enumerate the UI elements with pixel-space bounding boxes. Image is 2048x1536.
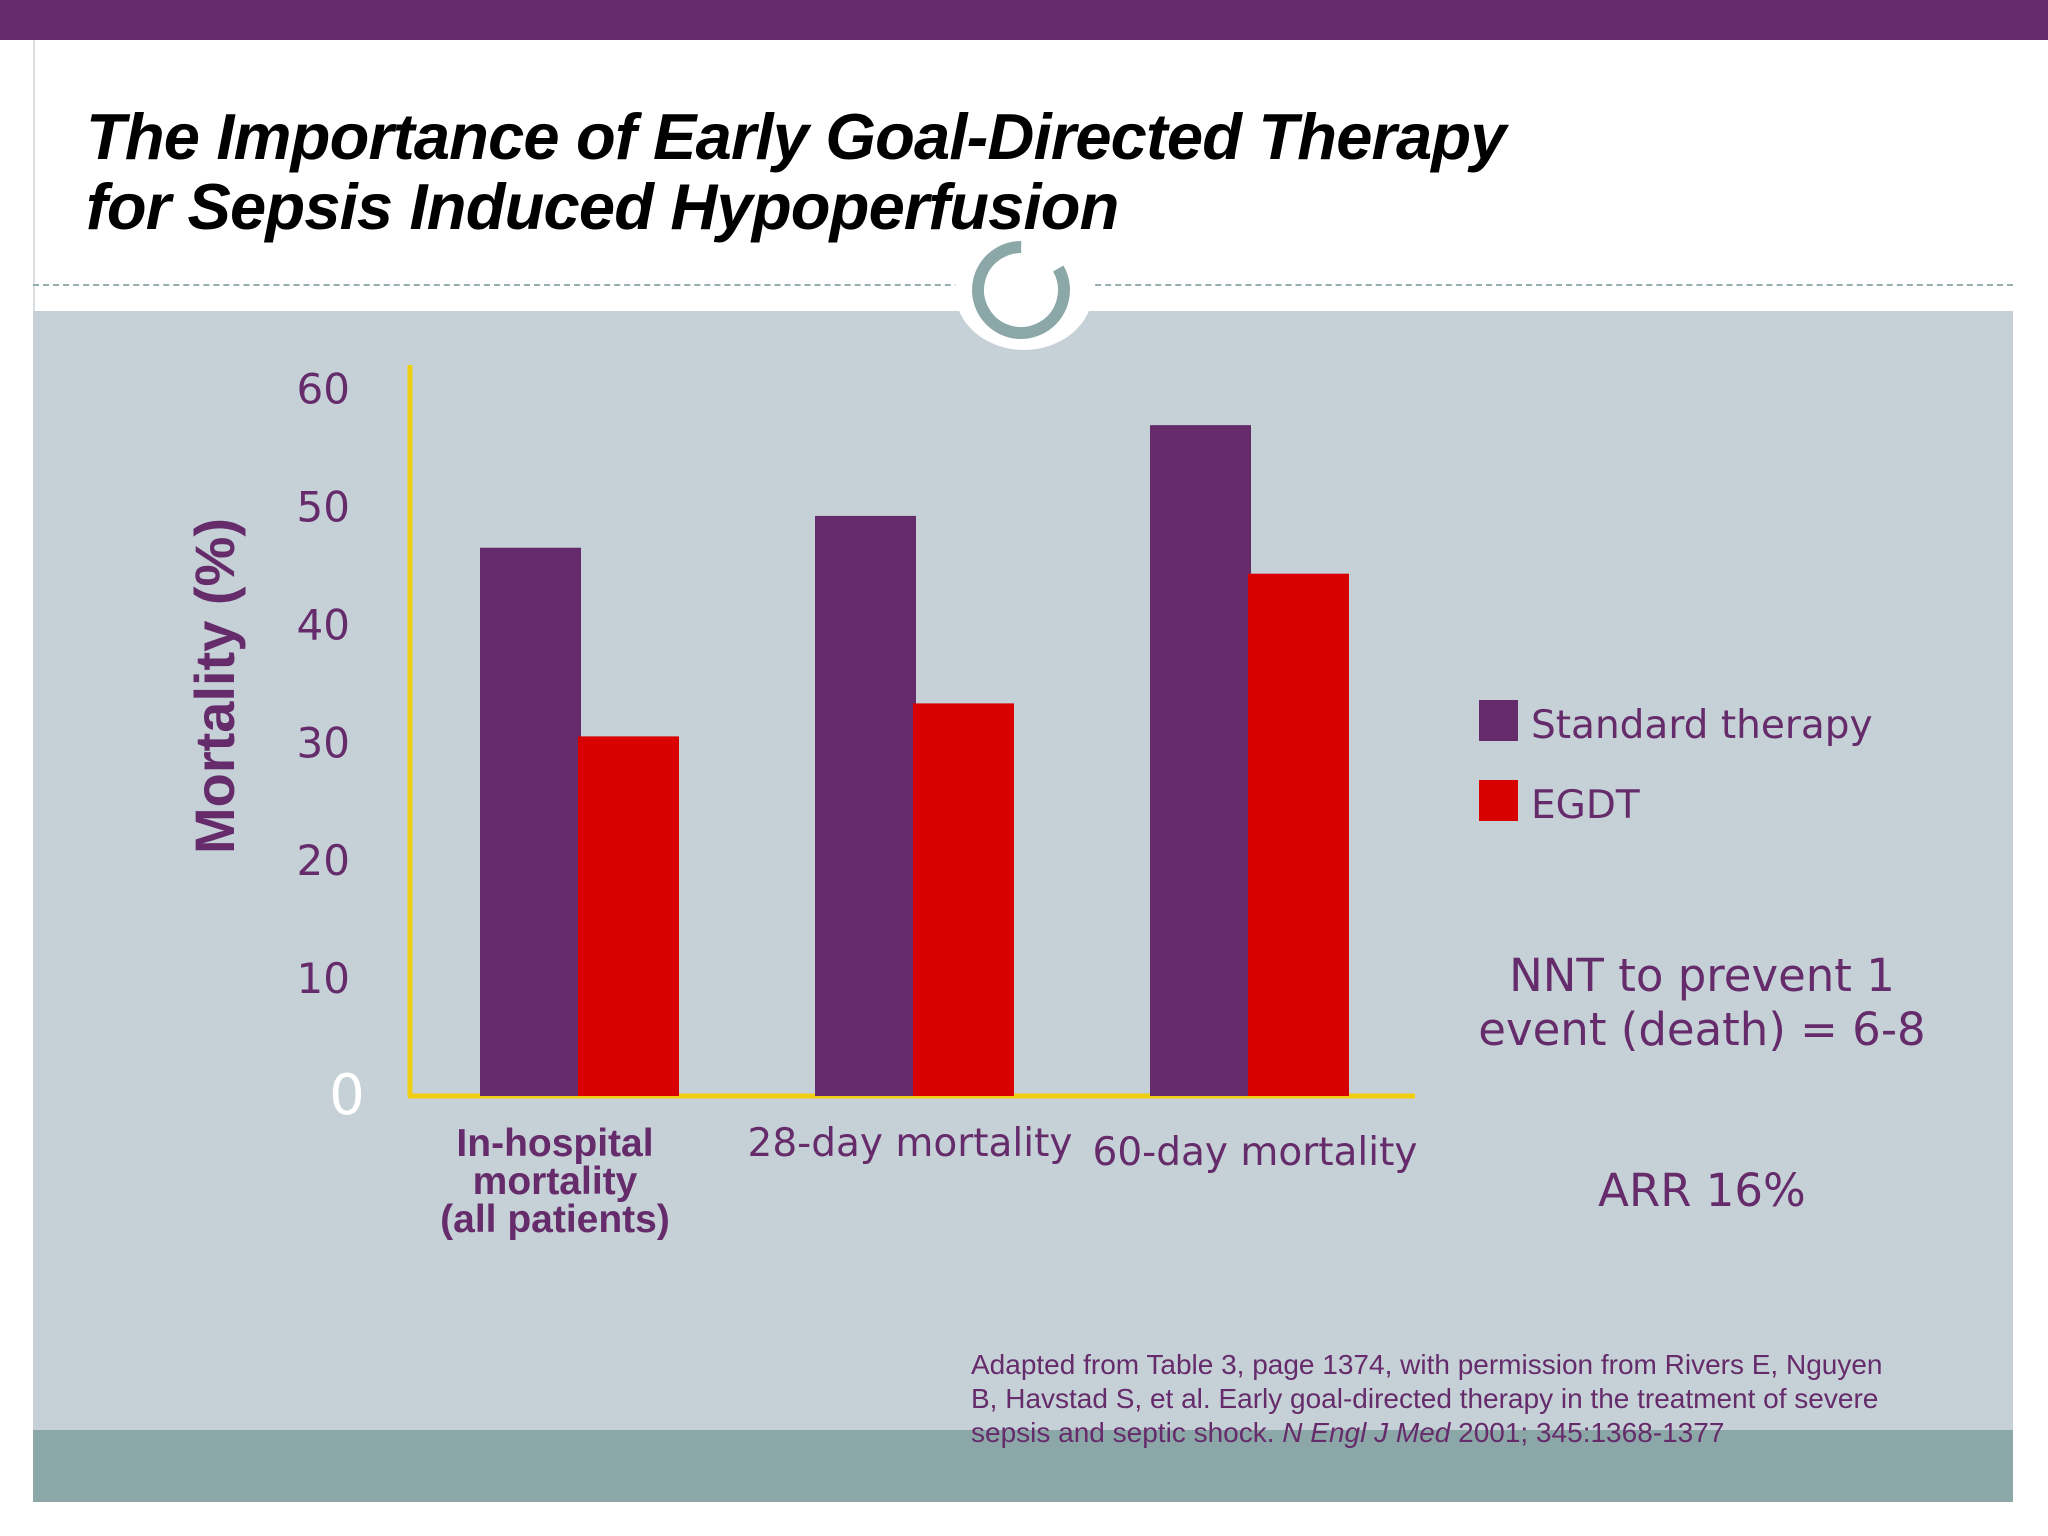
y-tick-label: 50: [297, 482, 350, 531]
citation-line-3: sepsis and septic shock. N Engl J Med 20…: [971, 1416, 1931, 1450]
citation-line-3-prefix: sepsis and septic shock.: [971, 1417, 1283, 1448]
y-tick-label: 40: [297, 600, 350, 649]
title-line-2: for Sepsis Induced Hypoperfusion: [86, 170, 1119, 243]
x-category-label: 28-day mortality: [748, 1121, 1073, 1166]
legend-swatch-standard-therapy: [1479, 700, 1518, 741]
footer-band: [33, 1430, 2013, 1502]
y-tick-label: 20: [297, 836, 350, 885]
slide-title: The Importance of Early Goal-Directed Th…: [86, 102, 1806, 242]
arr-annotation: ARR 16%: [1598, 1164, 1806, 1217]
title-line-1: The Importance of Early Goal-Directed Th…: [86, 100, 1506, 173]
legend-swatch-egdt: [1479, 780, 1518, 821]
chart-layer: 0 10 20 30 40 50 60 Mortality (%) In-hospitalmor…: [183, 365, 1926, 1241]
bar-egdt: [578, 736, 679, 1096]
top-accent-bar: [0, 0, 2048, 40]
x-category-label-line: (all patients): [440, 1198, 670, 1241]
x-category-label: 60-day mortality: [1093, 1130, 1418, 1175]
citation-line-3-suffix: 2001; 345:1368-1377: [1450, 1417, 1725, 1448]
citation-journal: N Engl J Med: [1282, 1417, 1451, 1448]
citation-line-1: Adapted from Table 3, page 1374, with pe…: [971, 1349, 1883, 1380]
y-tick-label: 0: [329, 1063, 365, 1128]
legend-label-egdt: EGDT: [1531, 783, 1640, 828]
ring-icon: [972, 240, 1070, 339]
bar-egdt: [913, 703, 1014, 1096]
y-tick-label: 30: [297, 718, 350, 767]
x-category-label-line: mortality: [473, 1160, 638, 1203]
citation-line-2: B, Havstad S, et al. Early goal-directed…: [971, 1383, 1879, 1414]
x-category-label-line: In-hospital: [456, 1122, 653, 1165]
bar-standard-therapy: [1150, 425, 1251, 1097]
bar-egdt: [1248, 573, 1349, 1096]
nnt-annotation-line: NNT to prevent 1: [1509, 949, 1895, 1002]
bar-standard-therapy: [815, 515, 916, 1096]
y-tick-label: 60: [297, 365, 350, 414]
chart-panel: [33, 311, 2013, 1501]
bar-standard-therapy: [480, 547, 581, 1096]
y-axis-title: Mortality (%): [183, 518, 246, 854]
citation: Adapted from Table 3, page 1374, with pe…: [971, 1348, 1931, 1450]
legend-label-standard-therapy: Standard therapy: [1531, 703, 1873, 748]
nnt-annotation-line: event (death) = 6-8: [1478, 1003, 1925, 1056]
y-tick-label: 10: [297, 954, 350, 1003]
